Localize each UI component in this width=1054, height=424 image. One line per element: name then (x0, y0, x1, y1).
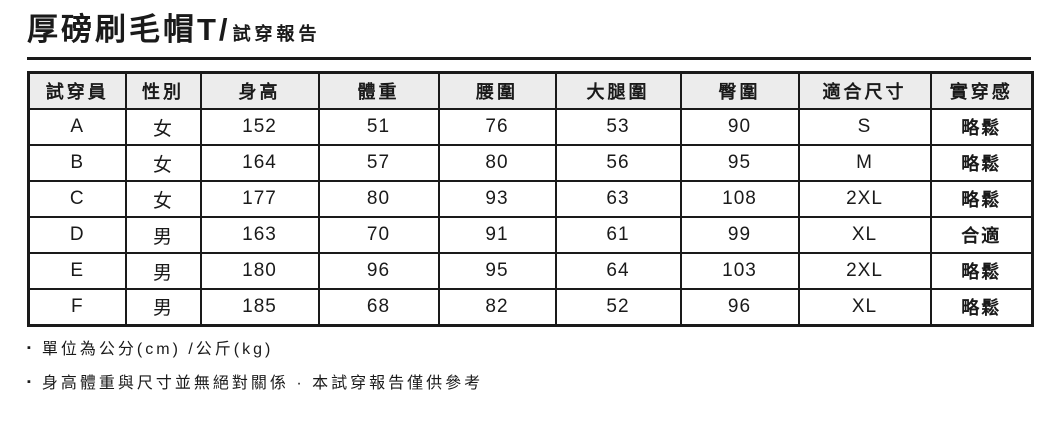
cell-size: XL (797, 216, 932, 255)
product-title: 厚磅刷毛帽T/ (27, 12, 231, 47)
cell-fit: 略鬆 (929, 252, 1034, 291)
cell-fit: 略鬆 (929, 144, 1034, 183)
cell-thigh: 52 (554, 288, 682, 327)
cell-weight: 70 (317, 216, 440, 255)
cell-height: 164 (199, 144, 320, 183)
table-header-row: 試穿員 性別 身高 體重 腰圍 大腿圍 臀圍 適合尺寸 實穿感 (27, 71, 1034, 111)
cell-tester: A (27, 108, 127, 147)
table-row: D 男 163 70 91 61 99 XL 合適 (27, 216, 1034, 255)
cell-gender: 女 (124, 108, 202, 147)
cell-tester: B (27, 144, 127, 183)
cell-waist: 82 (437, 288, 557, 327)
cell-weight: 57 (317, 144, 440, 183)
cell-fit: 略鬆 (929, 288, 1034, 327)
table-row: C 女 177 80 93 63 108 2XL 略鬆 (27, 180, 1034, 219)
cell-weight: 68 (317, 288, 440, 327)
cell-gender: 女 (124, 144, 202, 183)
col-header-size: 適合尺寸 (797, 71, 932, 111)
cell-height: 163 (199, 216, 320, 255)
cell-weight: 80 (317, 180, 440, 219)
cell-height: 185 (199, 288, 320, 327)
cell-waist: 95 (437, 252, 557, 291)
cell-thigh: 61 (554, 216, 682, 255)
cell-gender: 女 (124, 180, 202, 219)
cell-tester: C (27, 180, 127, 219)
fit-report-table: 試穿員 性別 身高 體重 腰圍 大腿圍 臀圍 適合尺寸 實穿感 A 女 152 51 76 53 90 S 略鬆… (27, 70, 1034, 327)
cell-waist: 91 (437, 216, 557, 255)
table-row: E 男 180 96 95 64 103 2XL 略鬆 (27, 252, 1034, 291)
footnote-text: 單位為公分(cm) /公斤(kg) (41, 340, 274, 358)
cell-size: M (797, 144, 932, 183)
cell-hip: 90 (679, 108, 800, 147)
col-header-fit: 實穿感 (929, 71, 1034, 111)
cell-fit: 略鬆 (929, 180, 1034, 219)
col-header-height: 身高 (199, 71, 320, 111)
table-row: A 女 152 51 76 53 90 S 略鬆 (27, 108, 1034, 147)
cell-weight: 96 (317, 252, 440, 291)
cell-weight: 51 (317, 108, 440, 147)
table-body: A 女 152 51 76 53 90 S 略鬆 B 女 164 57 80 56 95 M 略鬆 C 女 177 80 9… (27, 108, 1034, 327)
cell-size: 2XL (797, 252, 932, 291)
cell-height: 152 (199, 108, 320, 147)
cell-height: 177 (199, 180, 320, 219)
cell-gender: 男 (124, 288, 202, 327)
cell-size: 2XL (797, 180, 932, 219)
footnote-disclaimer: ▪ 身高體重與尺寸並無絕對關係 · 本試穿報告僅供參考 (27, 374, 1030, 393)
col-header-waist: 腰圍 (437, 71, 557, 111)
cell-tester: F (27, 288, 127, 327)
footnotes: ▪ 單位為公分(cm) /公斤(kg) ▪ 身高體重與尺寸並無絕對關係 · 本試… (27, 340, 1030, 393)
footnote-text: 身高體重與尺寸並無絕對關係 · 本試穿報告僅供參考 (41, 374, 484, 392)
cell-size: XL (797, 288, 932, 327)
cell-thigh: 53 (554, 108, 682, 147)
cell-hip: 95 (679, 144, 800, 183)
report-subtitle: 試穿報告 (232, 24, 321, 44)
table-row: B 女 164 57 80 56 95 M 略鬆 (27, 144, 1034, 183)
cell-waist: 80 (437, 144, 557, 183)
cell-hip: 99 (679, 216, 800, 255)
cell-hip: 103 (679, 252, 800, 291)
bullet-icon: ▪ (27, 341, 34, 354)
cell-gender: 男 (124, 252, 202, 291)
cell-waist: 93 (437, 180, 557, 219)
col-header-hip: 臀圍 (679, 71, 800, 111)
cell-fit: 合適 (929, 216, 1034, 255)
cell-tester: E (27, 252, 127, 291)
footnote-units: ▪ 單位為公分(cm) /公斤(kg) (27, 340, 1030, 359)
col-header-weight: 體重 (317, 71, 440, 111)
cell-size: S (797, 108, 932, 147)
cell-height: 180 (199, 252, 320, 291)
cell-hip: 96 (679, 288, 800, 327)
cell-gender: 男 (124, 216, 202, 255)
cell-tester: D (27, 216, 127, 255)
cell-fit: 略鬆 (929, 108, 1034, 147)
col-header-tester: 試穿員 (27, 71, 127, 111)
page-title: 厚磅刷毛帽T/ 試穿報告 (27, 12, 1030, 48)
cell-waist: 76 (437, 108, 557, 147)
cell-hip: 108 (679, 180, 800, 219)
col-header-gender: 性別 (124, 71, 202, 111)
cell-thigh: 64 (554, 252, 682, 291)
title-divider (27, 56, 1031, 60)
cell-thigh: 63 (554, 180, 682, 219)
cell-thigh: 56 (554, 144, 682, 183)
table-row: F 男 185 68 82 52 96 XL 略鬆 (27, 288, 1034, 327)
col-header-thigh: 大腿圍 (554, 71, 682, 111)
bullet-icon: ▪ (27, 375, 34, 388)
